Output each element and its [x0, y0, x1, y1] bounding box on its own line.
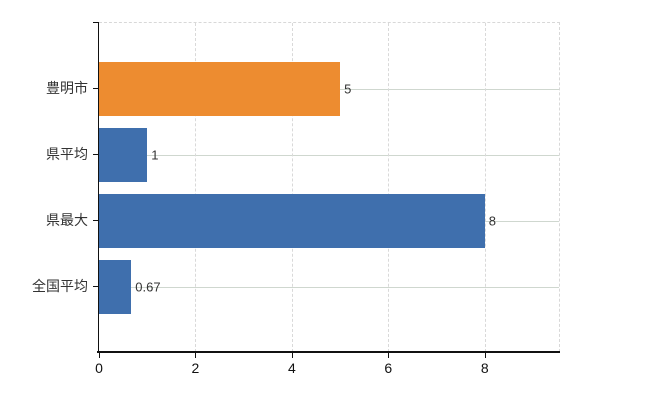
y-axis-tick [93, 88, 99, 89]
category-label: 豊明市 [46, 80, 88, 96]
bar-県平均[interactable] [99, 128, 148, 182]
x-axis-tick-label: 8 [480, 360, 489, 376]
bar-value-label: 5 [344, 81, 352, 97]
v-gridline [388, 23, 390, 352]
v-gridline [195, 23, 197, 352]
x-axis-tick-label: 0 [95, 360, 103, 376]
category-label: 全国平均 [32, 278, 88, 294]
y-axis-line [97, 22, 99, 352]
y-axis-top-tick [93, 22, 99, 23]
bar-県最大[interactable] [99, 194, 485, 248]
category-label: 県平均 [46, 146, 88, 162]
h-gridline [99, 154, 559, 156]
x-axis-line [97, 351, 560, 353]
x-axis-tick-label: 6 [384, 360, 393, 376]
y-axis-tick [93, 286, 99, 287]
y-axis-tick [93, 154, 99, 155]
x-axis-tick-label: 4 [287, 360, 296, 376]
category-axis-labels: 豊明市県平均県最大全国平均 [0, 22, 88, 352]
bar-value-label: 8 [488, 213, 496, 229]
h-gridline [99, 286, 559, 288]
x-axis-tick [99, 352, 100, 358]
v-gridline [484, 23, 486, 352]
y-axis-tick [93, 220, 99, 221]
bar-豊明市[interactable] [99, 62, 341, 116]
x-axis-tick [484, 352, 486, 358]
v-gridline [291, 23, 293, 352]
x-axis-tick [291, 352, 293, 358]
plot-area: 5 1 8 0.67 [99, 22, 560, 352]
bar-value-label: 0.67 [135, 279, 161, 295]
bar-value-label: 1 [151, 147, 159, 163]
x-axis-tick [195, 352, 197, 358]
bar-全国平均[interactable] [99, 260, 132, 314]
x-axis-tick-label: 2 [191, 360, 200, 376]
category-label: 県最大 [46, 212, 88, 228]
x-axis-tick [388, 352, 390, 358]
